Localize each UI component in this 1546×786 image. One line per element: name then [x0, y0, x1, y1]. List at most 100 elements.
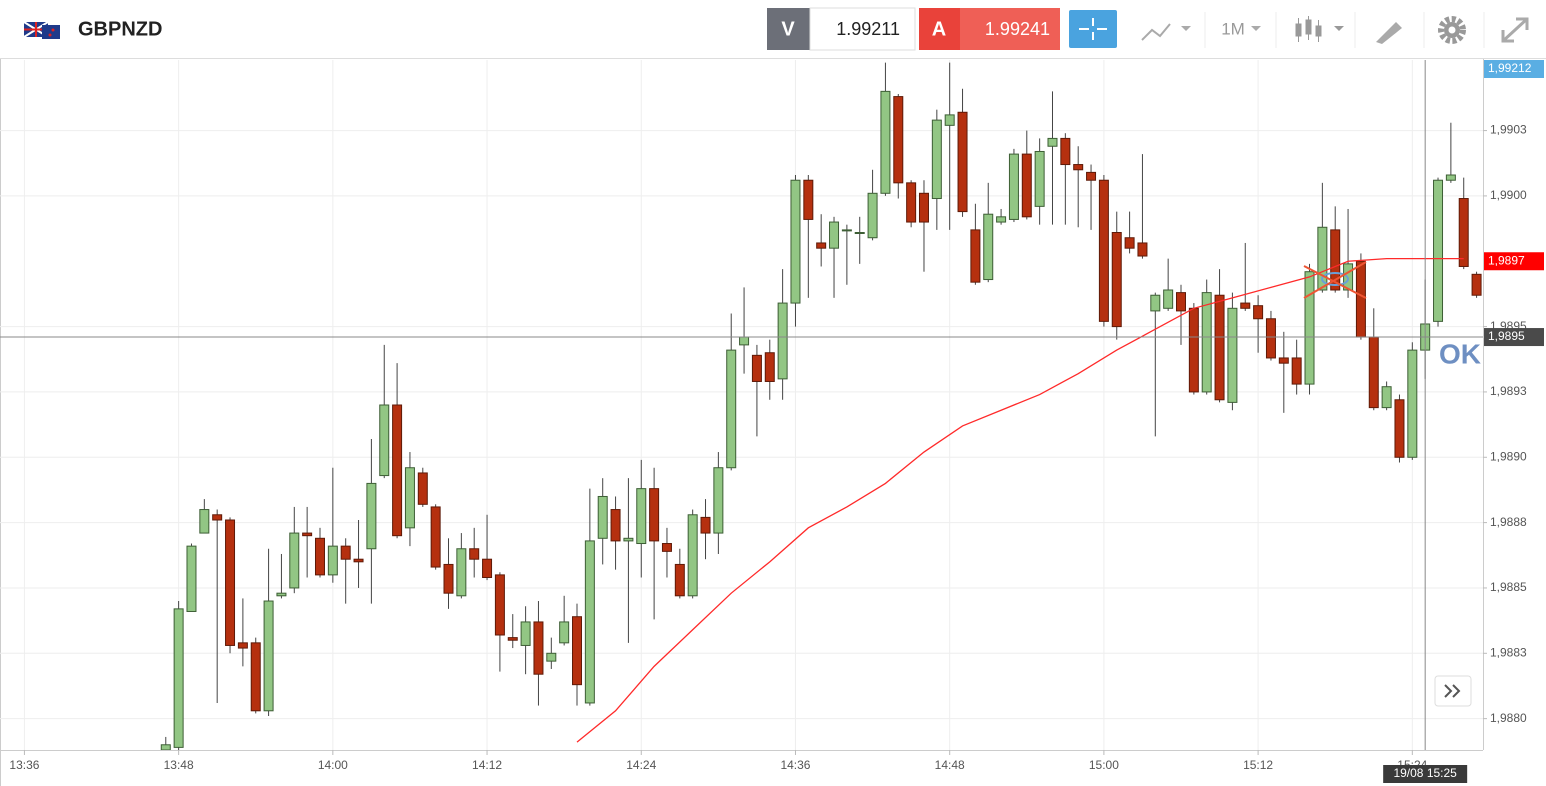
order-marker: [1303, 261, 1367, 299]
candle-body: [841, 229, 852, 232]
candle-body: [713, 467, 724, 534]
crosshair-button[interactable]: [1069, 10, 1117, 48]
candle-body: [1111, 232, 1122, 328]
candle-body: [918, 192, 929, 223]
candle-body: [944, 114, 955, 126]
candle-body: [867, 192, 878, 239]
candle-body: [173, 608, 184, 748]
candle-body: [854, 232, 865, 234]
candle-body: [469, 548, 480, 560]
candle-body: [790, 179, 801, 304]
toolbar: GBPNZD V 1.99211 A 1.99241 1M: [0, 0, 1546, 59]
indicator-button[interactable]: [1141, 23, 1191, 41]
candle-body: [1355, 260, 1366, 338]
candle-body: [829, 221, 840, 249]
candle-body: [443, 563, 454, 594]
candle-body: [931, 119, 942, 200]
grid: 13:36 13:48 14:00 14:12 14:24 14:36 14:48 15:00…: [0, 60, 1527, 772]
candle-body: [610, 509, 621, 542]
candle-body: [1227, 307, 1238, 403]
bid-button[interactable]: [767, 8, 810, 50]
x-tick-label: 13:48: [164, 758, 194, 772]
candle-body: [1407, 349, 1418, 458]
candle-body: [546, 652, 557, 662]
candle-body: [1471, 273, 1482, 296]
candle-body: [302, 532, 313, 537]
x-tick-label: 14:24: [626, 758, 656, 772]
settings-button[interactable]: [1438, 16, 1466, 44]
candle-body: [340, 545, 351, 560]
candle-body: [726, 349, 737, 469]
candle-body: [584, 540, 595, 704]
ok-annotation: OK: [1439, 338, 1481, 369]
y-tick-label: 1,9888: [1490, 515, 1527, 529]
scroll-button[interactable]: [1434, 675, 1472, 707]
chart-type-button[interactable]: [1295, 16, 1344, 42]
candle-body: [674, 563, 685, 597]
candle-body: [1163, 289, 1174, 309]
bid-price: 1.99211: [836, 19, 900, 39]
candle-body: [225, 519, 236, 646]
candle-body: [456, 548, 467, 597]
candle-body: [1253, 305, 1264, 320]
candle-body: [1073, 164, 1084, 171]
candle-body: [1445, 174, 1456, 181]
moving-average-line: [576, 257, 1464, 743]
candle-body: [906, 182, 917, 223]
fullscreen-button[interactable]: [1501, 17, 1529, 43]
candle-body: [314, 537, 325, 576]
candle-body: [160, 744, 171, 750]
candle-body: [250, 642, 261, 712]
candle-body: [623, 537, 634, 542]
y-tick-label: 1,9893: [1490, 384, 1527, 398]
candle-body: [1150, 294, 1161, 312]
candle-body: [1021, 153, 1032, 218]
plot: [160, 62, 1482, 750]
candle-body: [289, 532, 300, 589]
price-marker: [1484, 252, 1544, 271]
candle-body: [1240, 302, 1251, 309]
x-tick-label: 14:36: [780, 758, 810, 772]
x-tick-label: 13:36: [9, 758, 39, 772]
bid-box: [809, 7, 916, 51]
candle-body: [1304, 271, 1315, 385]
flag-icon: [23, 21, 60, 39]
candle-body: [1214, 294, 1225, 401]
price-marker-label: 1,9897: [1488, 253, 1525, 267]
candle-body: [1433, 179, 1444, 322]
candle-body: [803, 179, 814, 220]
candle-body: [893, 96, 904, 184]
candle-body: [507, 637, 518, 641]
x-tick-label: 14:48: [935, 758, 965, 772]
ask-label: A: [932, 18, 946, 40]
candle-body: [1124, 237, 1135, 249]
candle-body: [1317, 226, 1328, 291]
candle-body: [661, 543, 672, 552]
candle-body: [597, 495, 608, 539]
candle-body: [1330, 229, 1341, 291]
price-marker: [1484, 60, 1544, 78]
candle-body: [636, 488, 647, 545]
candle-body: [404, 467, 415, 529]
candle-body: [263, 600, 274, 712]
candle-body: [559, 621, 570, 644]
x-tick-label: 15:00: [1089, 758, 1119, 772]
candle-body: [996, 216, 1007, 223]
candle-body: [494, 574, 505, 636]
candle-body: [764, 352, 775, 382]
candle-body: [1394, 399, 1405, 458]
candle-body: [276, 592, 287, 597]
candle-body: [1278, 357, 1289, 364]
bid-label: V: [781, 18, 795, 40]
candle-body: [199, 509, 210, 534]
candle-body: [957, 111, 968, 213]
crosshair-price-box: [1484, 328, 1544, 347]
overlay: 19/08 15:25 1,99212 1,9897 1,9895: [0, 60, 1544, 783]
candle-body: [816, 242, 827, 249]
crosshair-time-box: [1383, 765, 1468, 783]
timeframe[interactable]: 1M: [1221, 19, 1245, 38]
draw-button[interactable]: [1376, 22, 1402, 44]
candle-body: [327, 545, 338, 576]
candle-body: [1201, 292, 1212, 393]
